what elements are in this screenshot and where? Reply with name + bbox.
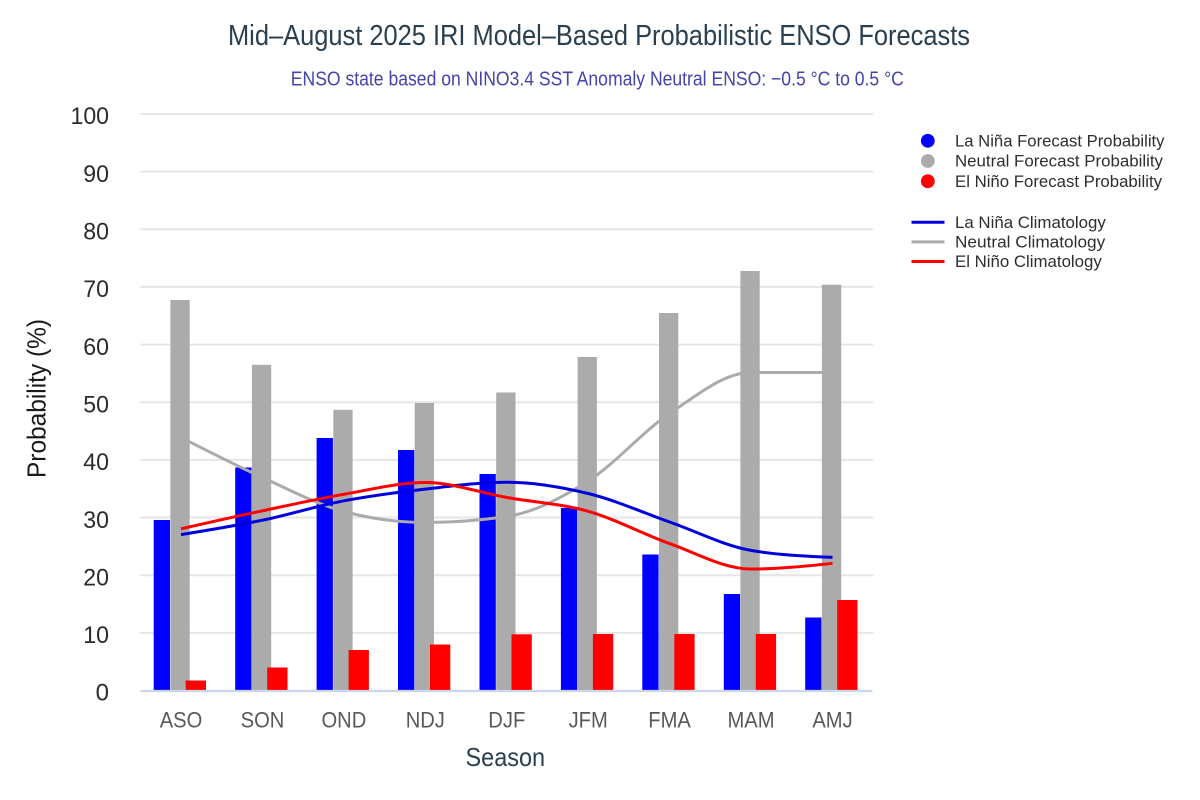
svg-text:La Niña Climatology: La Niña Climatology xyxy=(955,213,1106,232)
svg-text:Mid–August 2025 IRI Model–Base: Mid–August 2025 IRI Model–Based Probabil… xyxy=(228,20,970,52)
svg-text:Season: Season xyxy=(466,742,546,772)
svg-text:60: 60 xyxy=(83,334,109,361)
svg-text:90: 90 xyxy=(83,161,109,188)
svg-text:OND: OND xyxy=(322,708,367,733)
svg-text:El Niño Forecast Probability: El Niño Forecast Probability xyxy=(955,172,1162,191)
svg-text:DJF: DJF xyxy=(488,708,525,733)
svg-text:FMA: FMA xyxy=(648,708,691,733)
svg-text:Probability (%): Probability (%) xyxy=(22,319,52,478)
svg-text:El Niño Climatology: El Niño Climatology xyxy=(955,252,1102,271)
svg-text:Neutral Climatology: Neutral Climatology xyxy=(955,233,1106,252)
svg-text:ASO: ASO xyxy=(160,708,203,733)
svg-text:70: 70 xyxy=(83,276,109,303)
svg-text:30: 30 xyxy=(83,507,109,534)
svg-text:Neutral Forecast Probability: Neutral Forecast Probability xyxy=(955,152,1163,171)
svg-text:80: 80 xyxy=(83,219,109,246)
svg-text:SON: SON xyxy=(241,708,285,733)
svg-text:0: 0 xyxy=(96,680,109,707)
svg-text:40: 40 xyxy=(83,449,109,476)
svg-text:AMJ: AMJ xyxy=(812,708,852,733)
svg-text:10: 10 xyxy=(83,622,109,649)
svg-text:100: 100 xyxy=(71,103,110,130)
svg-text:La Niña Forecast Probability: La Niña Forecast Probability xyxy=(955,132,1165,151)
svg-text:MAM: MAM xyxy=(727,708,774,733)
svg-text:ENSO state based on NINO3.4 SS: ENSO state based on NINO3.4 SST Anomaly … xyxy=(291,69,904,91)
svg-text:JFM: JFM xyxy=(569,708,608,733)
svg-text:50: 50 xyxy=(83,391,109,418)
svg-text:NDJ: NDJ xyxy=(406,708,445,733)
svg-text:20: 20 xyxy=(83,564,109,591)
